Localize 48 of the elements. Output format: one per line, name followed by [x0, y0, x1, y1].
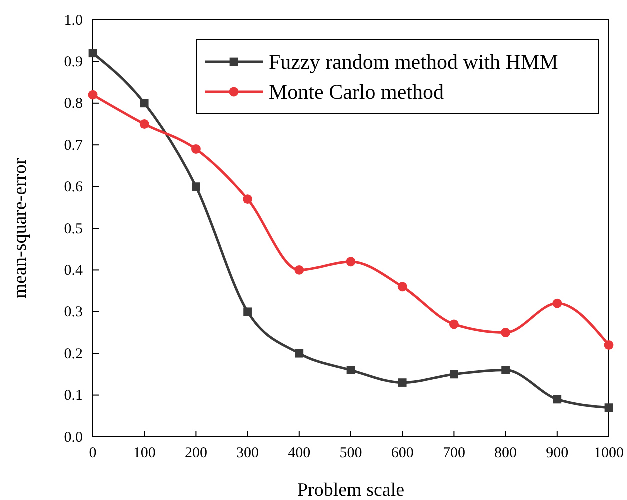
y-tick-label: 0.3	[64, 304, 83, 321]
x-tick-label: 700	[442, 446, 466, 462]
point	[398, 378, 407, 387]
y-tick-label: 0.4	[64, 263, 84, 279]
point	[552, 298, 562, 308]
y-tick-label: 0.1	[64, 388, 83, 404]
point	[501, 328, 511, 338]
x-tick-label: 900	[546, 446, 569, 462]
y-tick-label: 0.5	[64, 221, 83, 238]
x-tick-label: 600	[391, 446, 414, 462]
point	[192, 182, 200, 191]
legend-label: Fuzzy random method with HMM	[269, 50, 559, 74]
point	[553, 395, 562, 404]
x-tick-label: 100	[133, 446, 156, 462]
point	[604, 340, 614, 350]
point	[346, 257, 356, 267]
x-axis-title: Problem scale	[297, 480, 405, 500]
point	[88, 49, 98, 58]
point	[346, 366, 356, 374]
x-tick-label: 800	[494, 446, 518, 462]
y-tick-label: 0.9	[64, 54, 83, 70]
y-axis-title: mean-square-error	[10, 158, 31, 299]
point	[398, 282, 408, 292]
x-tick-label: 500	[340, 446, 362, 462]
x-tick-label: 300	[236, 446, 260, 462]
y-tick-label: 0.2	[64, 346, 83, 362]
x-tick-label: 0	[89, 446, 97, 462]
point	[502, 366, 510, 374]
point	[140, 99, 149, 108]
y-tick-label: 0.7	[64, 138, 84, 154]
point	[140, 120, 150, 129]
x-tick-label: 400	[288, 446, 311, 462]
x-tick-label: 1000	[594, 446, 624, 462]
point	[450, 370, 458, 379]
y-tick-label: 0.0	[64, 430, 83, 446]
point	[191, 144, 201, 154]
point	[295, 349, 304, 358]
point	[88, 90, 98, 100]
y-tick-label: 0.6	[64, 180, 84, 196]
point	[243, 194, 253, 204]
point	[449, 320, 459, 330]
point	[294, 265, 304, 275]
x-tick-label: 200	[184, 446, 208, 462]
legend-label: Monte Carlo method	[269, 80, 444, 104]
y-tick-label: 1.0	[64, 12, 83, 29]
point	[604, 404, 614, 412]
y-tick-label: 0.8	[64, 96, 83, 112]
point	[244, 308, 252, 316]
